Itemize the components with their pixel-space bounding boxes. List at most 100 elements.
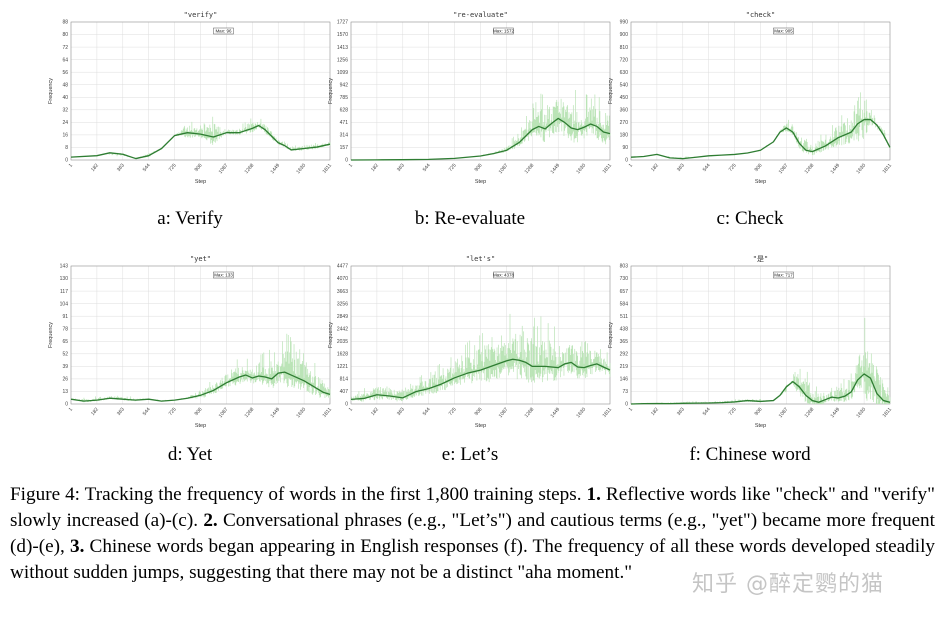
x-tick-label: 1 (348, 407, 355, 413)
y-tick-label: 80 (62, 32, 68, 38)
subfigure-label-f: f: Chinese word (689, 444, 811, 465)
y-axis-label: Frequency (328, 322, 334, 348)
y-tick-label: 407 (340, 389, 349, 395)
x-tick-label: 1630 (575, 163, 587, 176)
x-tick-label: 1 (68, 407, 75, 413)
x-tick-label: 906 (754, 407, 764, 417)
y-tick-label: 130 (60, 276, 69, 282)
plot-frame (350, 265, 611, 405)
max-annotation-box (773, 27, 794, 35)
y-tick-label: 1413 (337, 45, 348, 51)
y-tick-label: 628 (340, 108, 349, 114)
chart-title: "verify" (184, 11, 218, 19)
x-axis-label: Step (195, 423, 206, 429)
max-annotation-box (493, 27, 514, 35)
x-tick-label: 1811 (602, 407, 614, 419)
max-annotation-box (213, 27, 234, 35)
caption-text-3: Conversational phrases (e.g., "Let’s") a… (10, 510, 935, 557)
x-tick-label: 1811 (322, 407, 334, 419)
x-tick-label: 1 (68, 163, 75, 169)
x-tick-label: 1449 (550, 407, 562, 420)
x-tick-label: 363 (676, 407, 686, 417)
x-tick-label: 363 (116, 163, 126, 173)
chart-svg-d: "yet" 0 13 26 39 52 65 78 91 104 117 130 143 1 182 363 5… (48, 255, 334, 429)
max-annotation-box (493, 271, 514, 279)
caption-text-2: Reflective words like "check" and "verif… (10, 484, 935, 531)
plot-frame (70, 265, 331, 405)
x-tick-label: 906 (474, 407, 484, 417)
chart-svg-c: "check" 0 90 180 270 360 450 540 630 720 810 900 990… (608, 11, 893, 185)
y-tick-label: 2035 (337, 339, 348, 345)
x-tick-label: 1 (348, 163, 355, 169)
x-axis-label: Step (755, 179, 766, 185)
chart-svg-e: "let's" 0 407 814 1221 1628 2035 2442 2849 3256 36… (328, 255, 614, 429)
y-tick-label: 2442 (337, 326, 348, 332)
x-tick-label: 1268 (804, 407, 816, 420)
y-tick-label: 104 (60, 301, 69, 307)
y-tick-label: 990 (620, 20, 629, 26)
x-tick-label: 1087 (498, 163, 510, 176)
max-annotation-box (773, 271, 794, 279)
subfigure-label-b: b: Re-evaluate (414, 208, 526, 229)
x-tick-label: 1630 (855, 407, 867, 420)
y-tick-label: 4477 (337, 264, 348, 270)
x-tick-label: 544 (422, 407, 432, 417)
x-tick-label: 1630 (295, 163, 307, 176)
y-tick-label: 270 (620, 120, 629, 126)
x-tick-label: 544 (702, 163, 712, 173)
y-tick-label: 39 (62, 364, 68, 370)
y-tick-label: 91 (62, 314, 68, 320)
y-tick-label: 1256 (337, 57, 348, 63)
y-tick-label: 0 (345, 402, 348, 408)
y-tick-label: 0 (625, 158, 628, 164)
y-tick-label: 3256 (337, 301, 348, 307)
smoothed-frequency-line (630, 118, 891, 160)
smoothed-frequency-line (350, 117, 611, 161)
y-tick-label: 88 (62, 20, 68, 26)
chart-panel-d: "yet" 0 13 26 39 52 65 78 91 104 117 130 143 1 182 363 5… (45, 252, 335, 430)
y-tick-label: 64 (62, 57, 68, 63)
x-tick-label: 1449 (270, 163, 282, 176)
y-tick-label: 0 (345, 158, 348, 164)
y-tick-label: 657 (620, 289, 629, 295)
y-tick-label: 78 (62, 326, 68, 332)
x-tick-label: 1449 (550, 163, 562, 176)
y-tick-label: 72 (62, 45, 68, 51)
chart-svg-a: "verify" 0 8 16 24 32 40 48 56 64 72 80 88 1 182 363 544… (48, 11, 333, 185)
y-tick-label: 143 (60, 264, 69, 270)
watermark: 知乎 @醉定鹦的猫 (692, 572, 884, 597)
y-tick-label: 180 (620, 133, 629, 139)
smoothed-frequency-line (70, 124, 331, 160)
caption-number-2: 2. (203, 510, 218, 531)
y-tick-label: 3663 (337, 289, 348, 295)
smoothed-frequency-line (70, 371, 331, 402)
x-tick-label: 182 (90, 407, 100, 417)
x-tick-label: 725 (168, 407, 178, 417)
subfigure-label-a: a: Verify (157, 208, 223, 229)
x-tick-label: 906 (754, 163, 764, 173)
max-annotation-label: Max: 96 (215, 28, 232, 33)
caption-text-4: Chinese words began appearing in English… (10, 536, 935, 583)
x-axis-label: Step (755, 423, 766, 429)
x-tick-label: 725 (728, 163, 738, 173)
x-axis-label: Step (475, 423, 486, 429)
y-tick-label: 65 (62, 339, 68, 345)
x-tick-label: 1449 (830, 163, 842, 176)
x-tick-label: 182 (370, 163, 380, 173)
chart-title: "let's" (466, 255, 496, 263)
y-tick-label: 810 (620, 45, 629, 51)
max-annotation-label: Max: 717 (774, 272, 793, 277)
x-tick-label: 363 (116, 407, 126, 417)
y-tick-label: 1099 (337, 70, 348, 76)
x-tick-label: 1087 (778, 163, 790, 176)
chart-title: "是" (753, 255, 768, 263)
y-tick-label: 0 (625, 402, 628, 408)
x-tick-label: 1268 (244, 407, 256, 420)
chart-title: "yet" (190, 255, 211, 263)
x-tick-label: 725 (448, 407, 458, 417)
max-annotation-label: Max: 4378 (493, 272, 515, 277)
smoothed-frequency-line (350, 358, 611, 401)
x-tick-label: 1449 (830, 407, 842, 420)
x-axis-label: Step (195, 179, 206, 185)
y-tick-label: 48 (62, 82, 68, 88)
